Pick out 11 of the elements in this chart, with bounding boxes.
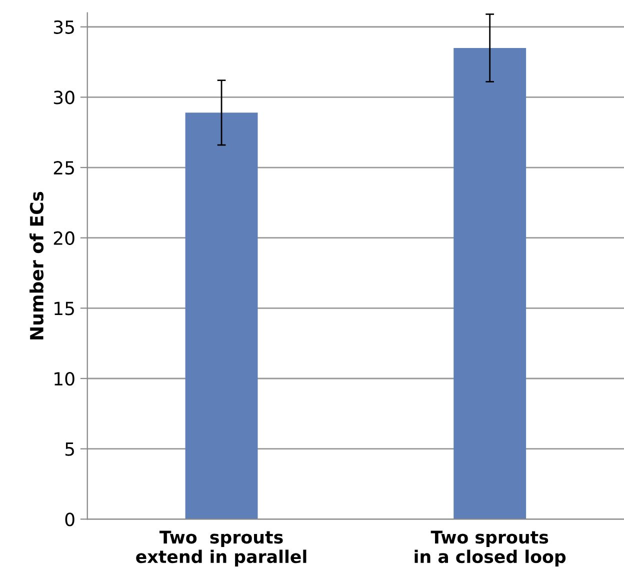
y-tick-label: 0	[65, 512, 74, 526]
x-tick-label: Two sprouts extend in parallel	[136, 530, 306, 566]
y-tick-label: 15	[54, 302, 74, 316]
y-tick-label: 10	[54, 372, 74, 386]
x-tick-label: Two sprouts in a closed loop	[414, 530, 566, 566]
y-tick-label: 25	[54, 160, 74, 175]
y-axis-title: Number of ECs	[30, 192, 44, 340]
y-tick-label: 20	[54, 231, 74, 245]
y-tick-label: 5	[65, 442, 74, 456]
y-tick-label: 35	[54, 20, 74, 34]
y-tick-label: 30	[54, 90, 74, 104]
